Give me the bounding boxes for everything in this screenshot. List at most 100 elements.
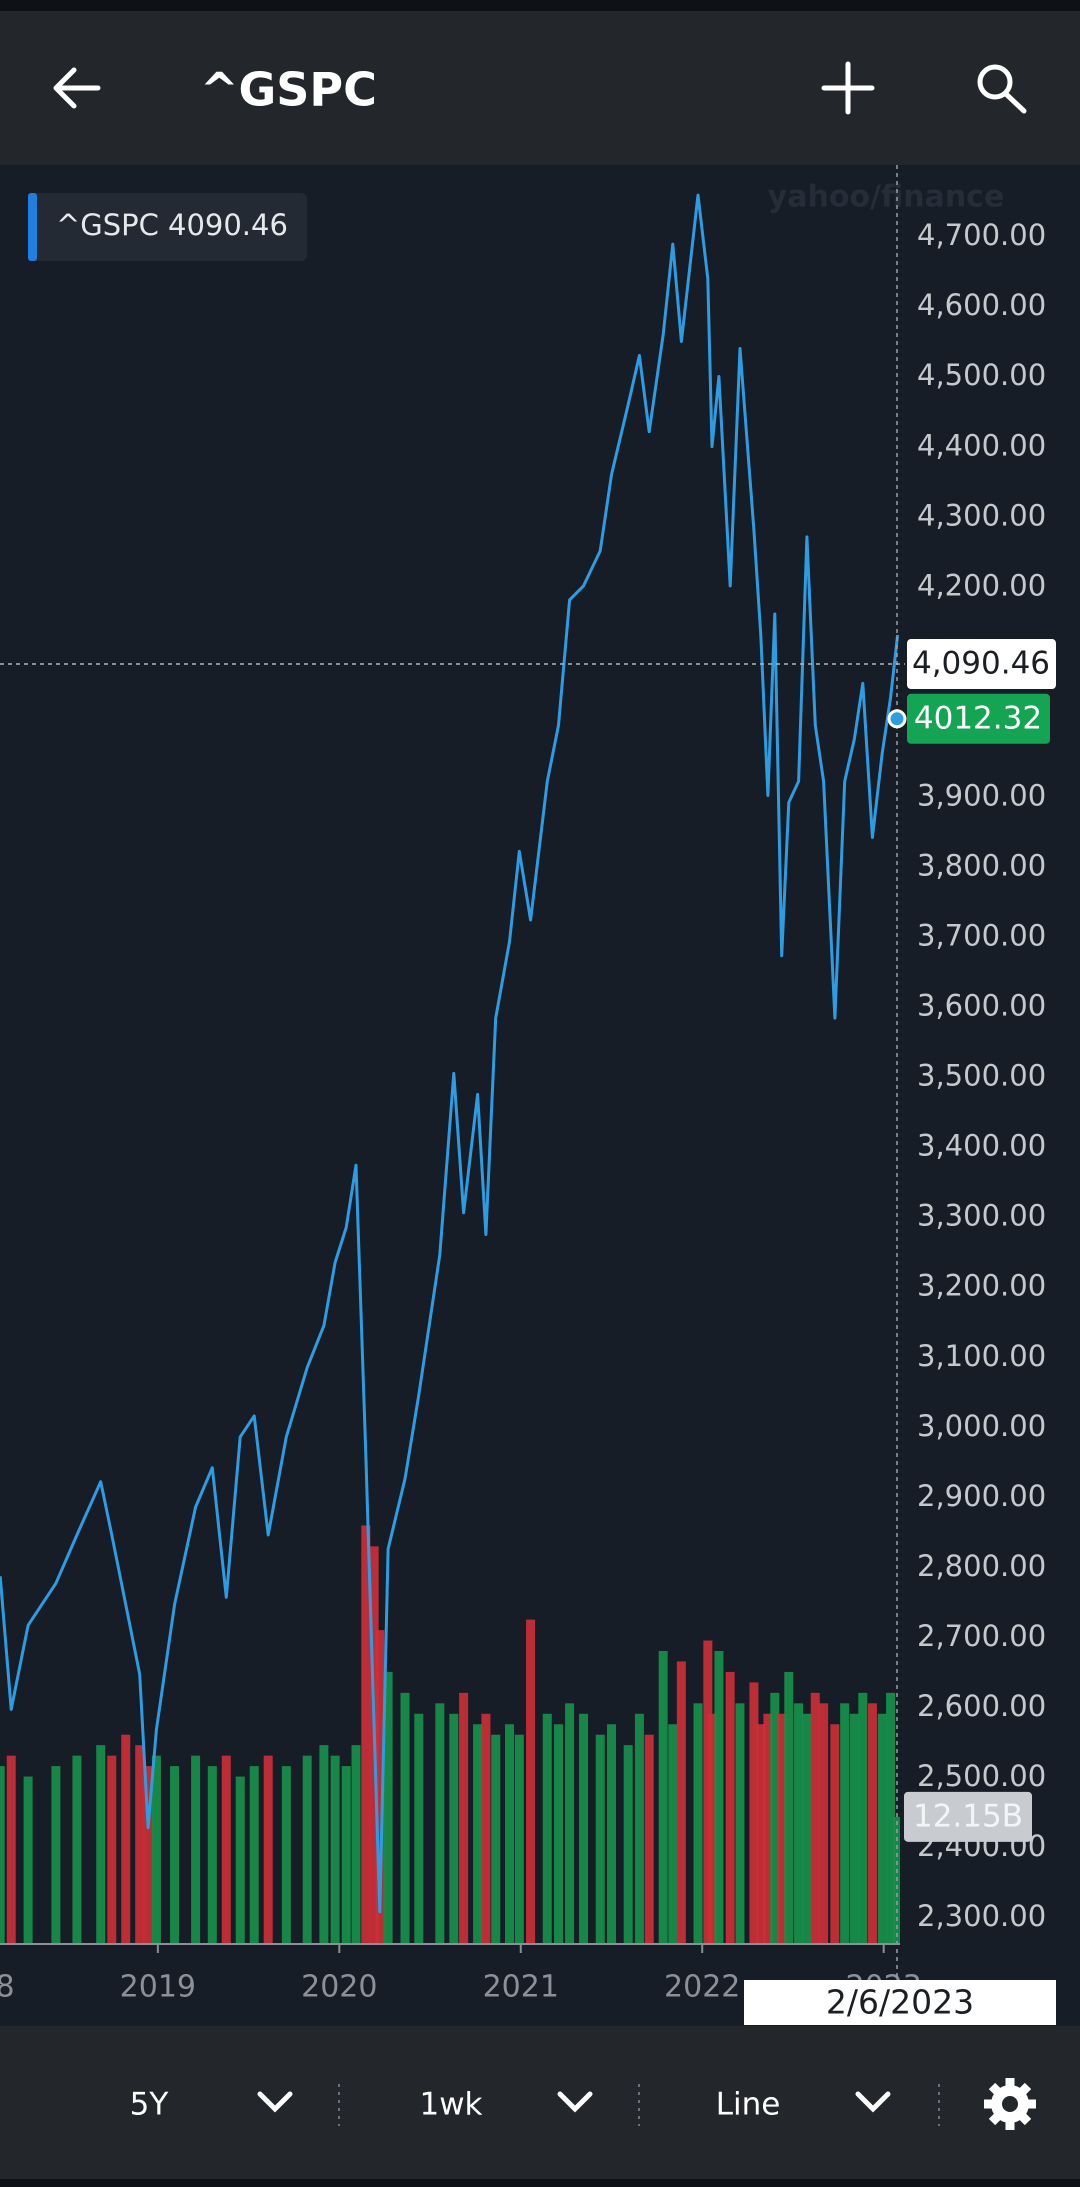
chevron — [257, 2091, 293, 2113]
volume-bar — [96, 1745, 106, 1944]
interval-selector[interactable]: 1wk — [419, 2087, 593, 2123]
volume-bar — [375, 1630, 385, 1944]
back-button[interactable] — [53, 67, 101, 109]
volume-bar — [714, 1650, 724, 1944]
volume-bar — [794, 1703, 804, 1944]
y-tick-label: 3,500.00 — [917, 1059, 1046, 1093]
toolbar — [0, 2026, 1080, 2179]
y-tick-label: 3,600.00 — [917, 989, 1046, 1023]
x-axis: 201820192020202120222023 — [0, 1944, 922, 2005]
volume-bar — [658, 1650, 668, 1944]
volume-bar — [459, 1692, 469, 1944]
volume-bar — [151, 1755, 161, 1944]
crosshair-price-label: 4,090.46 — [912, 646, 1050, 682]
volume-bar — [554, 1724, 564, 1944]
volume-bar — [191, 1755, 201, 1944]
volume-bar — [777, 1713, 787, 1944]
volume-bar — [840, 1703, 850, 1944]
volume-bar — [341, 1766, 351, 1944]
volume-bar — [770, 1692, 780, 1944]
y-tick-label: 2,700.00 — [917, 1619, 1046, 1653]
x-tick-label: 2021 — [483, 1970, 559, 2005]
volume-bar — [23, 1776, 33, 1944]
volume-bar — [319, 1745, 329, 1944]
volume-bar — [784, 1671, 794, 1944]
last-price-box — [907, 693, 1050, 744]
volume-bar — [281, 1766, 291, 1944]
interval-label: 1wk — [419, 2087, 482, 2123]
y-tick-label: 3,400.00 — [917, 1129, 1046, 1163]
y-tick-label: 3,200.00 — [917, 1269, 1046, 1303]
volume-bar — [756, 1724, 766, 1944]
volume-bar — [107, 1755, 117, 1944]
x-tick-label: 2019 — [120, 1970, 196, 2005]
volume-bar — [830, 1724, 840, 1944]
legend-name: ^GSPC — [56, 208, 159, 242]
y-tick-label: 3,300.00 — [917, 1199, 1046, 1233]
volume-bar — [693, 1703, 703, 1944]
volume-bar — [526, 1619, 536, 1944]
range-selector[interactable]: 5Y — [130, 2087, 293, 2123]
volume-bar — [6, 1755, 16, 1944]
volume-bar — [0, 1766, 5, 1944]
volume-bar — [763, 1713, 773, 1944]
volume-bar — [606, 1724, 616, 1944]
legend: ^GSPC 4090.46 — [28, 193, 307, 261]
settings-button[interactable] — [984, 2078, 1036, 2130]
crosshair-price-box — [907, 639, 1056, 690]
crosshair-date-label: 2/6/2023 — [826, 1983, 974, 2022]
volume-bar — [634, 1713, 644, 1944]
last-price-label: 4012.32 — [914, 700, 1042, 736]
volume-bar — [221, 1755, 231, 1944]
volume-label: 12.15B — [913, 1798, 1023, 1834]
volume-bar — [668, 1724, 678, 1944]
add-button[interactable] — [821, 61, 875, 115]
volume-bar — [143, 1766, 153, 1944]
y-tick-label: 3,800.00 — [917, 848, 1046, 882]
volume-bar — [644, 1734, 654, 1944]
volume-bar — [330, 1755, 340, 1944]
volume-bar — [400, 1692, 410, 1944]
watermark: yahoo/finance — [768, 180, 1005, 215]
y-tick-label: 4,200.00 — [917, 568, 1046, 602]
volume-bar — [449, 1713, 459, 1944]
y-tick-label: 4,500.00 — [917, 358, 1046, 392]
chart-type-selector[interactable]: Line — [716, 2087, 891, 2123]
volume-bar — [858, 1692, 868, 1944]
chart-type-label: Line — [716, 2087, 781, 2123]
plot-area — [0, 193, 900, 1944]
legend-value: 4090.46 — [168, 208, 288, 242]
volume-bar — [473, 1724, 483, 1944]
y-tick-label: 2,600.00 — [917, 1689, 1046, 1723]
volume-bar — [886, 1692, 896, 1944]
legend-box — [28, 193, 307, 261]
volume-bar — [361, 1525, 371, 1944]
y-tick-label: 2,300.00 — [917, 1899, 1046, 1933]
status-bar — [0, 0, 1080, 11]
volume-bar — [749, 1682, 759, 1944]
volume-bar — [579, 1713, 589, 1944]
volume-bar — [135, 1745, 145, 1944]
search-button[interactable] — [977, 64, 1027, 114]
last-price-dot — [887, 709, 907, 729]
volume-bar — [51, 1766, 61, 1944]
x-tick-label: 2022 — [664, 1970, 740, 2005]
volume-bar — [819, 1703, 829, 1944]
volume-bar — [235, 1776, 245, 1944]
x-tick-label: 2018 — [0, 1970, 15, 2005]
volume-bar — [707, 1713, 717, 1944]
volume-bar — [170, 1766, 180, 1944]
y-tick-label: 4,400.00 — [917, 428, 1046, 462]
price-line — [0, 193, 900, 1914]
y-tick-label: 2,500.00 — [917, 1759, 1046, 1793]
volume-bar — [72, 1755, 82, 1944]
volume-bar — [623, 1745, 633, 1944]
volume-bar — [810, 1692, 820, 1944]
y-tick-label: 4,600.00 — [917, 288, 1046, 322]
volume-bar — [249, 1766, 259, 1944]
volume-bar — [565, 1703, 575, 1944]
volume-bar — [207, 1766, 217, 1944]
chevron — [557, 2091, 593, 2113]
